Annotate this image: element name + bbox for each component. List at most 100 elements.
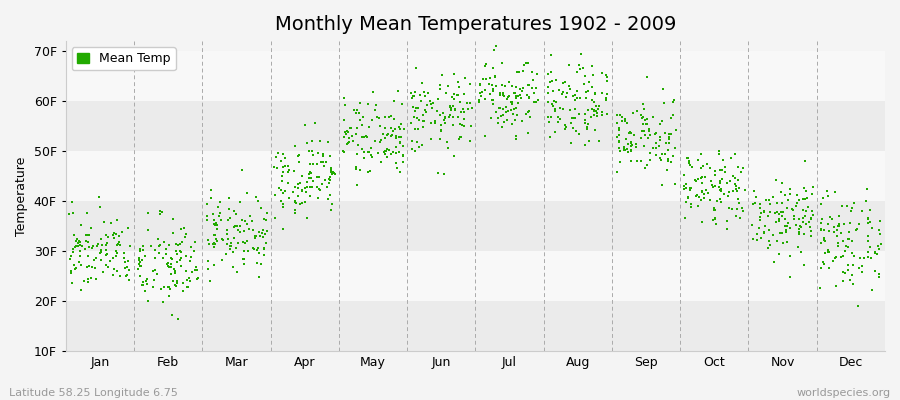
Point <box>816 226 831 233</box>
Point <box>545 78 560 84</box>
Point <box>485 86 500 93</box>
Point <box>860 249 875 256</box>
Point <box>849 227 863 234</box>
Point <box>712 184 726 190</box>
Point <box>206 210 220 217</box>
Point <box>562 62 576 68</box>
Point <box>69 236 84 242</box>
Point <box>787 216 801 222</box>
Point <box>541 114 555 120</box>
Point <box>541 90 555 96</box>
Point <box>239 221 254 228</box>
Point <box>625 142 639 148</box>
Point <box>649 140 663 147</box>
Point <box>792 216 806 222</box>
Point <box>168 247 183 254</box>
Point <box>715 176 729 182</box>
Point <box>662 134 676 140</box>
Point <box>634 134 648 141</box>
Point <box>409 105 423 112</box>
Point <box>208 222 222 228</box>
Bar <box>66 301 885 351</box>
Point <box>252 233 266 239</box>
Point <box>324 207 338 214</box>
Point <box>109 268 123 274</box>
Point <box>763 242 778 248</box>
Point <box>720 218 734 224</box>
Point <box>418 106 432 113</box>
Point <box>356 114 370 120</box>
Point <box>482 81 496 87</box>
Point <box>405 146 419 153</box>
Point <box>530 71 544 78</box>
Point <box>508 95 523 102</box>
Point <box>521 108 535 114</box>
Point <box>377 151 392 157</box>
Point <box>458 75 473 81</box>
Point <box>796 214 810 221</box>
Point <box>339 141 354 148</box>
Point <box>576 65 590 72</box>
Point <box>406 103 420 110</box>
Point <box>380 154 394 161</box>
Point <box>680 155 695 162</box>
Point <box>837 221 851 227</box>
Point <box>180 284 194 290</box>
Point <box>316 159 330 165</box>
Point <box>831 240 845 246</box>
Point <box>635 128 650 135</box>
Point <box>446 103 460 110</box>
Point <box>873 218 887 224</box>
Point <box>827 229 842 235</box>
Point <box>732 185 746 191</box>
Point <box>395 152 410 158</box>
Point <box>302 183 317 190</box>
Point <box>305 148 320 154</box>
Point <box>133 246 148 252</box>
Point <box>478 86 492 93</box>
Point <box>216 236 230 243</box>
Point <box>179 231 194 237</box>
Point <box>551 119 565 126</box>
Point <box>582 79 597 85</box>
Point <box>455 122 470 128</box>
Point <box>392 149 406 155</box>
Point <box>153 208 167 214</box>
Point <box>207 220 221 227</box>
Point <box>71 238 86 244</box>
Point <box>666 153 680 159</box>
Point <box>638 132 652 138</box>
Point <box>863 207 878 214</box>
Point <box>452 136 466 142</box>
Point <box>456 106 471 112</box>
Point <box>250 247 265 254</box>
Point <box>447 71 462 78</box>
Point <box>278 154 293 161</box>
Point <box>832 223 847 229</box>
Point <box>69 242 84 249</box>
Point <box>235 216 249 223</box>
Point <box>312 174 327 180</box>
Point <box>843 208 858 214</box>
Point <box>655 118 670 125</box>
Point <box>112 238 126 245</box>
Point <box>396 143 410 149</box>
Point <box>389 133 403 139</box>
Point <box>214 236 229 242</box>
Point <box>661 158 675 164</box>
Point <box>634 158 648 164</box>
Point <box>842 262 856 268</box>
Point <box>105 272 120 278</box>
Point <box>483 115 498 121</box>
Point <box>390 165 404 172</box>
Point <box>566 125 580 131</box>
Point <box>774 209 788 215</box>
Point <box>861 215 876 221</box>
Point <box>464 81 478 87</box>
Point <box>107 266 122 272</box>
Point <box>419 102 434 108</box>
Point <box>152 211 166 217</box>
Point <box>322 174 337 180</box>
Point <box>852 265 867 271</box>
Point <box>661 147 675 154</box>
